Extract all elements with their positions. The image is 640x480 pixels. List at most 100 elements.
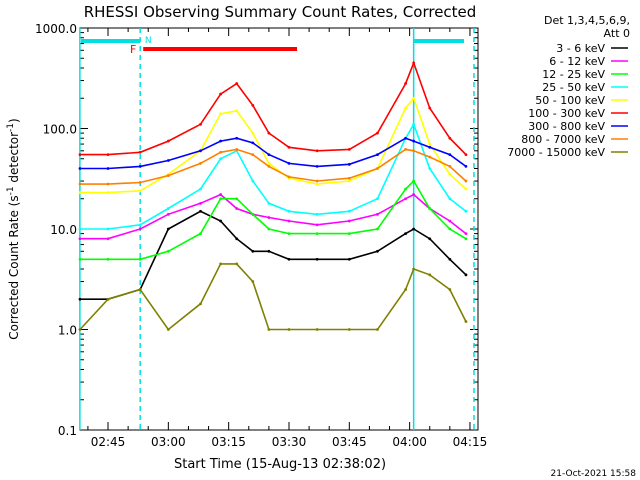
series-point [315,257,319,261]
series-point [404,136,408,140]
series-point [106,257,110,261]
series-point [166,139,170,143]
legend-entry-label: 25 - 50 keV [542,81,605,94]
series-point [267,153,271,156]
x-tick-label: 03:15 [211,435,246,449]
series-point [166,328,170,331]
series-point [464,187,468,191]
y-tick-label: 10.0 [50,223,77,237]
series-point [448,219,452,223]
flare-flag-label: F [130,43,136,56]
series-point [166,249,170,253]
y-axis: 0.1 1.0 10.0 100.0 1000.0 [35,22,478,438]
series-point [347,162,351,166]
series-point [219,219,223,223]
series-point [428,273,432,277]
series-point [166,227,170,231]
series-point [428,106,432,110]
series-point [287,257,291,261]
series-point [448,136,452,140]
series-point [428,167,432,170]
series-point [138,257,142,261]
y-axis-label-end: ) [7,118,21,123]
series-point [412,61,416,65]
series-line [80,148,467,185]
series-point [106,237,110,241]
series-point [412,227,416,231]
series-point [404,288,408,291]
series-point [199,302,202,306]
series-point [106,191,110,195]
series-point [404,187,408,191]
chart-title: RHESSI Observing Summary Count Rates, Co… [84,3,477,21]
series-point [235,197,239,201]
series-point [376,249,379,253]
x-axis: 02:45 03:00 03:15 03:30 03:45 04:00 04:15 [87,28,487,449]
series-point [235,237,239,241]
legend-entry-label: 7000 - 15000 keV [507,146,605,159]
legend-entry-label: 50 - 100 keV [535,94,605,107]
y-tick-label: 100.0 [43,123,77,137]
series-point [199,122,202,126]
series-point [315,232,319,235]
series-point [464,320,468,323]
series-point [464,179,468,183]
x-tick-label: 03:45 [332,435,367,449]
series-point [78,227,82,231]
legend-entry-label: 12 - 25 keV [542,68,605,81]
series-point [464,232,468,235]
series-point [251,153,255,156]
series-point [347,257,351,261]
series-point [251,131,255,135]
series-point [315,179,319,183]
series-point [448,164,452,168]
series-point [106,167,110,170]
series-line [79,263,467,331]
series-point [376,328,379,331]
series-point [78,167,82,170]
night-flag-label: N [145,36,152,46]
y-tick-label: 0.1 [58,424,77,438]
y-axis-label-sup2: -1 [6,123,16,132]
series-point [315,212,319,216]
series-point [251,249,255,253]
series-point [267,249,271,253]
series-point [464,153,468,156]
series-point [428,142,432,146]
series-line [80,193,467,240]
legend-entry-label: 800 - 7000 keV [521,133,605,146]
series-point [376,197,379,201]
series-point [138,164,142,168]
series-point [412,96,416,100]
series-point [78,328,82,331]
series-point [219,157,223,161]
series-point [448,153,452,156]
series-point [138,189,142,193]
series-point [235,82,239,85]
y-tick-label: 1000.0 [35,22,77,36]
series-point [166,159,170,162]
series-point [166,212,170,216]
series-point [166,207,170,210]
series-point [267,227,271,231]
series-point [347,328,351,331]
series-point [78,237,82,241]
series-line [80,179,467,261]
series-point [219,112,223,116]
series-line [80,210,467,301]
series-point [315,223,319,227]
series-point [287,232,291,235]
series-line [80,122,467,230]
series-point [448,257,452,261]
series-point [106,153,110,156]
series-point [347,147,351,151]
x-tick-label: 03:00 [151,435,186,449]
series-point [347,179,351,183]
series-point [219,193,223,196]
series-point [267,328,271,331]
series-point [106,227,110,231]
series-point [235,109,239,113]
